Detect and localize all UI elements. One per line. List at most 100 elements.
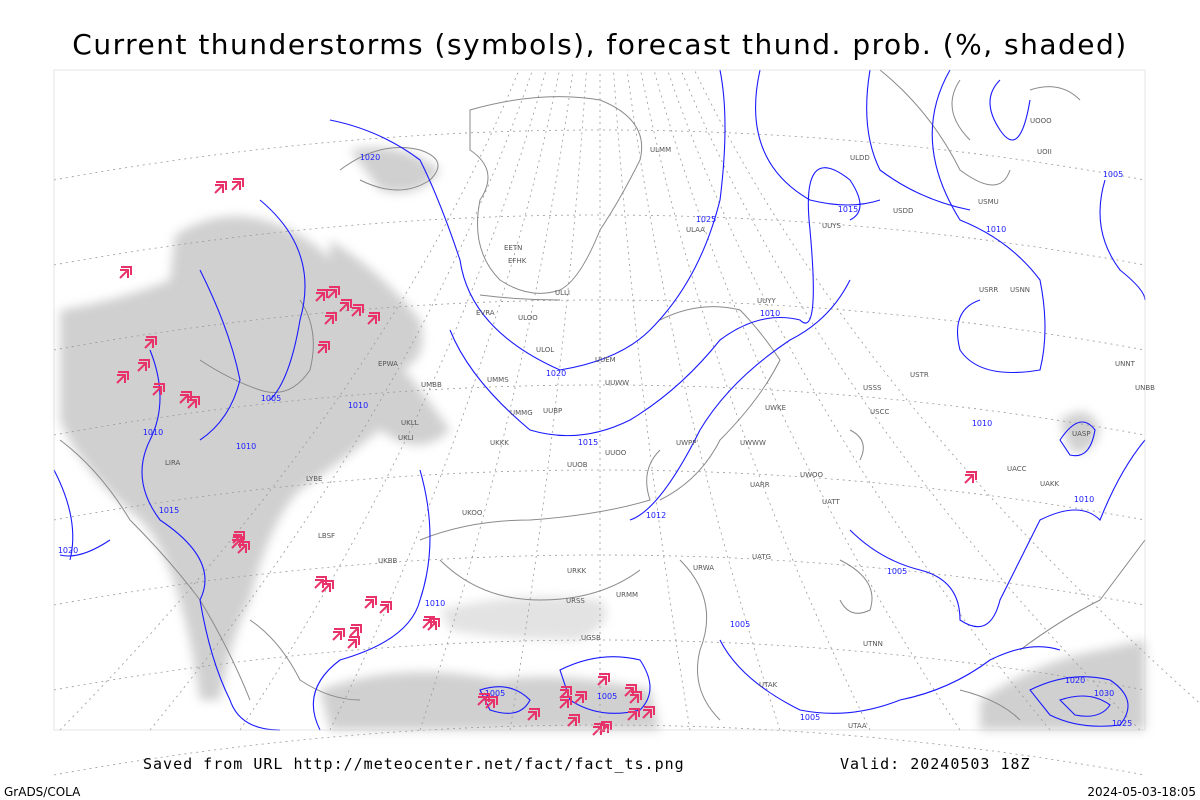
station-label: UASP <box>1072 430 1091 438</box>
station-label: LYBE <box>306 475 322 483</box>
isobars <box>53 69 1146 731</box>
station-label: UATG <box>752 553 771 561</box>
station-label: UUOO <box>605 449 627 457</box>
isobar-label: 1005 <box>261 394 281 403</box>
source-url: Saved from URL http://meteocenter.net/fa… <box>143 755 685 773</box>
parallel <box>53 469 1146 521</box>
station-label: UATT <box>822 498 841 506</box>
meridian <box>329 69 560 731</box>
isobar-label: 1005 <box>485 689 505 698</box>
credit: GrADS/COLA <box>4 785 81 799</box>
station-label: ULOL <box>536 346 554 354</box>
isobar-label: 1010 <box>760 309 780 318</box>
station-label: UNNT <box>1115 360 1136 368</box>
parallel <box>53 214 1146 266</box>
isobar-label: 1010 <box>1074 495 1094 504</box>
station-label: UKKK <box>490 439 509 447</box>
station-label: UACC <box>1007 465 1027 473</box>
station-label: UOOO <box>1030 117 1052 125</box>
station-label: ULAA <box>686 226 705 234</box>
station-label: USDD <box>893 207 913 215</box>
probability-shading <box>60 147 1145 730</box>
parallel <box>53 639 1146 691</box>
station-label: UKBB <box>378 557 398 565</box>
isobar-label: 1005 <box>800 713 820 722</box>
isobar-label: 1020 <box>360 153 380 162</box>
station-label: ULMM <box>650 146 671 154</box>
station-label: EPWA <box>378 360 398 368</box>
station-label: ULLI <box>555 289 570 297</box>
station-label: USTR <box>910 371 929 379</box>
isobar-label: 1010 <box>143 428 163 437</box>
station-label: UUWW <box>605 379 629 387</box>
station-label: UOII <box>1037 148 1052 156</box>
station-label: LIRA <box>165 459 181 467</box>
station-label: UMBB <box>421 381 442 389</box>
station-label: USNN <box>1010 286 1030 294</box>
isobar-labels: 1020 1025 1015 1010 1020 1015 1010 1010 1005 1010… <box>58 153 1132 728</box>
isobar-label: 1015 <box>838 205 858 214</box>
title: Current thunderstorms (symbols), forecas… <box>72 28 1127 61</box>
isobar-label: 1012 <box>646 511 666 520</box>
station-label: USCC <box>870 408 889 416</box>
station-label: UWPP <box>676 439 697 447</box>
station-label: EETN <box>504 244 522 252</box>
isobar-label: 1020 <box>546 369 566 378</box>
station-label: URSS <box>566 597 585 605</box>
station-label: UKOO <box>462 509 483 517</box>
station-label: UUBP <box>543 407 562 415</box>
station-label: UARR <box>750 481 770 489</box>
station-label: LBSF <box>318 532 335 540</box>
graticule <box>53 69 1200 776</box>
meridian <box>640 69 871 731</box>
station-label: EVRA <box>476 309 495 317</box>
station-label: USSS <box>863 384 882 392</box>
isobar-label: 1005 <box>730 620 750 629</box>
isobar-label: 1030 <box>1094 689 1114 698</box>
isobar-label: 1025 <box>696 215 716 224</box>
parallel <box>53 299 1146 351</box>
station-label: UKLL <box>401 419 419 427</box>
station-label: UWKE <box>765 404 786 412</box>
station-label: USRR <box>979 286 998 294</box>
isobar-label: 1020 <box>1065 676 1085 685</box>
station-labels: ULMM ULAA ULOL UUEM UUWW UUOO UUOB UKKK UMMS UMMG… <box>165 117 1155 730</box>
meridian <box>653 69 961 731</box>
station-label: UAKK <box>1040 480 1060 488</box>
meridian <box>509 69 587 731</box>
station-label: URMM <box>616 591 638 599</box>
isobar-label: 1010 <box>972 419 992 428</box>
station-label: URWA <box>693 564 714 572</box>
valid-time: Valid: 20240503 18Z <box>840 755 1031 773</box>
station-label: USMU <box>978 198 999 206</box>
timestamp: 2024-05-03-18:05 <box>1087 785 1196 799</box>
isobar-label: 1015 <box>578 438 598 447</box>
isobar-label: 1020 <box>58 546 78 555</box>
isobar-label: 1005 <box>1103 170 1123 179</box>
isobar-label: 1025 <box>1112 719 1132 728</box>
station-label: UTAA <box>848 722 867 730</box>
station-label: UWOO <box>800 471 824 479</box>
station-label: UUYY <box>757 297 777 305</box>
station-label: UGSB <box>581 634 601 642</box>
station-label: UKLI <box>398 434 414 442</box>
isobar-label: 1010 <box>986 225 1006 234</box>
station-label: UTAK <box>759 681 778 689</box>
isobar-label: 1015 <box>159 506 179 515</box>
isobar-label: 1005 <box>597 692 617 701</box>
station-label: UWWW <box>740 439 766 447</box>
meridian <box>613 69 691 731</box>
station-label: ULOO <box>518 314 538 322</box>
meridian <box>149 69 533 731</box>
isobar-label: 1005 <box>887 567 907 576</box>
meridian <box>694 69 1200 705</box>
station-label: UTNN <box>863 640 883 648</box>
station-label: UMMS <box>487 376 509 384</box>
coastlines <box>59 69 1146 721</box>
meridian <box>239 69 547 731</box>
isobar-label: 1010 <box>425 599 445 608</box>
station-label: EFHK <box>508 257 527 265</box>
station-label: URKK <box>567 567 587 575</box>
parallel <box>53 554 1146 606</box>
